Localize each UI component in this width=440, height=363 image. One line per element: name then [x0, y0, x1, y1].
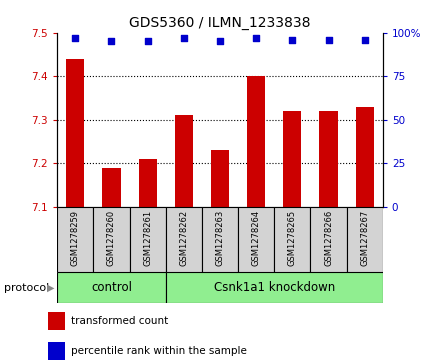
- Point: [144, 38, 151, 44]
- Text: GSM1278262: GSM1278262: [180, 210, 188, 266]
- Text: GSM1278260: GSM1278260: [107, 210, 116, 266]
- Bar: [311, 207, 347, 272]
- Text: ▶: ▶: [47, 283, 55, 293]
- Bar: [57, 207, 93, 272]
- Bar: [103, 168, 121, 207]
- Point: [253, 35, 260, 41]
- Text: percentile rank within the sample: percentile rank within the sample: [71, 346, 247, 356]
- Point: [361, 37, 368, 42]
- Bar: [57, 272, 166, 303]
- Text: GSM1278267: GSM1278267: [360, 210, 369, 266]
- Text: GSM1278263: GSM1278263: [216, 210, 224, 266]
- Bar: [356, 107, 374, 207]
- Bar: [319, 111, 337, 207]
- Point: [216, 38, 224, 44]
- Bar: [247, 76, 265, 207]
- Text: GSM1278266: GSM1278266: [324, 210, 333, 266]
- Bar: [93, 207, 129, 272]
- Bar: [48, 342, 65, 360]
- Point: [108, 38, 115, 44]
- Bar: [175, 115, 193, 207]
- Bar: [202, 207, 238, 272]
- Bar: [166, 207, 202, 272]
- Text: Csnk1a1 knockdown: Csnk1a1 knockdown: [214, 281, 335, 294]
- Bar: [347, 207, 383, 272]
- Bar: [139, 159, 157, 207]
- Bar: [238, 207, 274, 272]
- Text: GSM1278265: GSM1278265: [288, 210, 297, 266]
- Bar: [48, 312, 65, 330]
- Point: [325, 37, 332, 42]
- Bar: [283, 111, 301, 207]
- Point: [72, 35, 79, 41]
- Text: transformed count: transformed count: [71, 316, 169, 326]
- Title: GDS5360 / ILMN_1233838: GDS5360 / ILMN_1233838: [129, 16, 311, 30]
- Text: protocol: protocol: [4, 283, 50, 293]
- Bar: [66, 59, 84, 207]
- Text: GSM1278261: GSM1278261: [143, 210, 152, 266]
- Bar: [129, 207, 166, 272]
- Point: [289, 37, 296, 42]
- Text: GSM1278264: GSM1278264: [252, 210, 260, 266]
- Bar: [166, 272, 383, 303]
- Bar: [211, 150, 229, 207]
- Bar: [274, 207, 311, 272]
- Text: GSM1278259: GSM1278259: [71, 210, 80, 266]
- Point: [180, 35, 187, 41]
- Text: control: control: [91, 281, 132, 294]
